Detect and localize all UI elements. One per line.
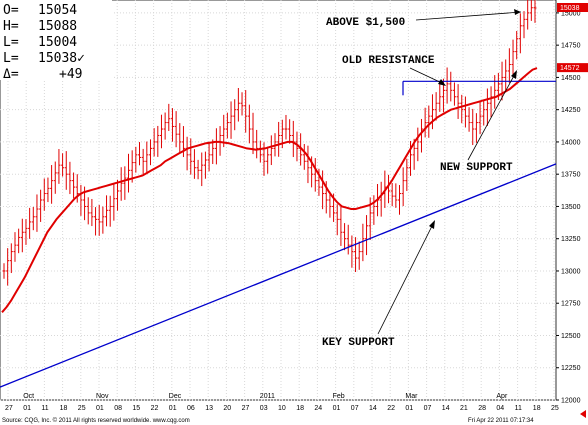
- moving-average-line: [1, 67, 538, 313]
- ohlc-high-value: 15088: [38, 19, 77, 34]
- x-tick-label: 27: [242, 405, 250, 412]
- key-support-trendline: [0, 163, 557, 388]
- ohlc-change-value: +49: [59, 67, 82, 82]
- ohlc-info-box: O= 15054 H= 15088 L= 15004 L= 15038✓ Δ= …: [0, 0, 112, 82]
- ohlc-last-value: 15038✓: [38, 51, 85, 66]
- y-tick-label: 12000: [561, 398, 581, 405]
- annotation-new-support-arrow: [467, 71, 517, 161]
- x-tick-label: 10: [278, 405, 286, 412]
- annotations: ABOVE $1,500 OLD RESISTANCE NEW SUPPORT …: [322, 9, 522, 349]
- y-tick-label: 12500: [561, 333, 581, 340]
- price-tag-ma: 14572: [557, 63, 588, 72]
- y-tick-label: 14000: [561, 139, 581, 146]
- x-tick-label: 20: [223, 405, 231, 412]
- annotation-above-arrow: [415, 11, 522, 21]
- price-tag-last: 15038: [557, 3, 588, 12]
- ohlc-open-value: 15054: [38, 3, 77, 18]
- annotation-above-arrowhead: [514, 9, 521, 15]
- x-month-label: Mar: [405, 393, 418, 400]
- x-tick-label: 06: [187, 405, 195, 412]
- annotation-old-resistance: OLD RESISTANCE: [342, 55, 435, 67]
- price-tag-ma-label: 14572: [560, 65, 580, 72]
- x-month-label: Nov: [96, 393, 109, 400]
- x-tick-label: 14: [442, 405, 450, 412]
- annotation-new-support: NEW SUPPORT: [440, 162, 513, 174]
- footer-source: Source: CQG, Inc. © 2011 All rights rese…: [2, 417, 190, 424]
- x-tick-label: 01: [23, 405, 31, 412]
- x-tick-label: 22: [387, 405, 395, 412]
- annotation-key-support-arrow: [377, 221, 435, 335]
- x-axis: 27 01 11 18 25 01 08 15 22 01 06 13 20 27 03 10 18 24 01 07…: [5, 393, 559, 412]
- x-tick-label: 15: [132, 405, 140, 412]
- x-tick-label: 01: [333, 405, 341, 412]
- x-tick-label: 11: [41, 405, 48, 412]
- y-axis: 12000 12250 12500 12750 13000 13250 13500 13750…: [556, 10, 581, 405]
- annotation-old-resistance-arrow: [409, 67, 445, 85]
- price-tag-last-label: 15038: [560, 5, 580, 12]
- x-month-label: Dec: [169, 393, 182, 400]
- annotation-new-support-arrowhead: [511, 70, 517, 79]
- x-tick-label: 28: [478, 405, 486, 412]
- x-tick-label: 18: [296, 405, 304, 412]
- x-tick-label: 13: [205, 405, 213, 412]
- footer-timestamp: Fri Apr 22 2011 07:17:34: [468, 418, 534, 424]
- x-tick-label: 25: [551, 405, 559, 412]
- x-tick-label: 21: [460, 405, 468, 412]
- x-month-label: 2011: [260, 393, 275, 400]
- scroll-left-arrow-icon[interactable]: [580, 410, 586, 418]
- annotation-above-1500: ABOVE $1,500: [326, 17, 405, 29]
- x-tick-label: 27: [5, 405, 13, 412]
- ohlc-high-label: H=: [3, 19, 19, 34]
- x-month-label: Feb: [333, 393, 345, 400]
- x-month-label: Oct: [23, 393, 34, 400]
- x-tick-label: 22: [151, 405, 159, 412]
- ohlc-low-label: L=: [3, 35, 19, 50]
- y-tick-label: 12250: [561, 365, 581, 372]
- x-month-label: Apr: [496, 393, 508, 400]
- x-tick-label: 24: [314, 405, 322, 412]
- x-tick-label: 03: [260, 405, 268, 412]
- y-tick-label: 13000: [561, 268, 581, 275]
- ohlc-open-label: O=: [3, 3, 19, 18]
- x-tick-label: 18: [533, 405, 541, 412]
- x-tick-label: 07: [424, 405, 432, 412]
- x-tick-label: 01: [96, 405, 104, 412]
- x-tick-label: 25: [78, 405, 86, 412]
- annotation-key-support: KEY SUPPORT: [322, 337, 395, 349]
- y-tick-label: 14500: [561, 75, 581, 82]
- annotation-key-support-arrowhead: [429, 220, 435, 229]
- y-tick-label: 13250: [561, 236, 581, 243]
- ohlc-low-value: 15004: [38, 35, 77, 50]
- y-tick-label: 14750: [561, 43, 581, 50]
- y-tick-label: 15000: [561, 10, 581, 17]
- y-tick-label: 12750: [561, 301, 581, 308]
- y-tick-label: 13750: [561, 172, 581, 179]
- annotation-old-resistance-arrowhead: [438, 79, 446, 86]
- x-tick-label: 04: [496, 405, 504, 412]
- x-tick-label: 14: [369, 405, 377, 412]
- x-tick-label: 07: [351, 405, 359, 412]
- ohlc-change-label: Δ=: [3, 67, 19, 82]
- ohlc-last-label: L=: [3, 51, 19, 66]
- x-tick-label: 11: [515, 405, 522, 412]
- x-tick-label: 08: [114, 405, 122, 412]
- y-tick-label: 13500: [561, 204, 581, 211]
- x-tick-label: 18: [60, 405, 68, 412]
- y-tick-label: 14250: [561, 107, 581, 114]
- x-tick-label: 01: [169, 405, 177, 412]
- x-tick-label: 01: [405, 405, 413, 412]
